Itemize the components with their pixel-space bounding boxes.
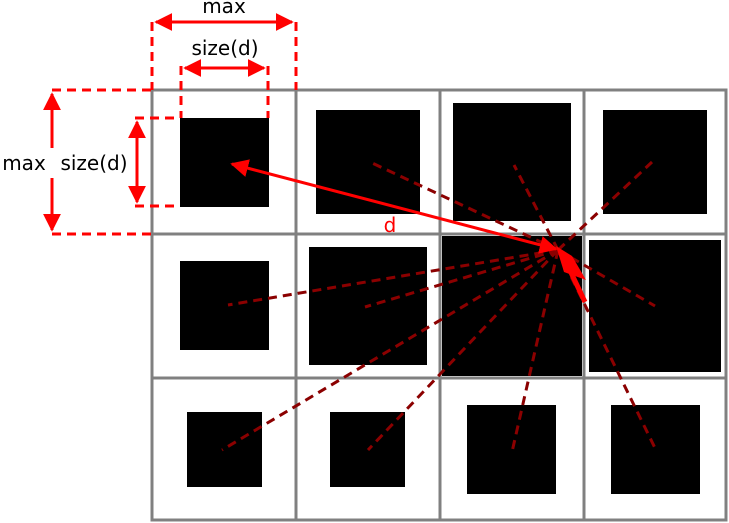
distance-d-arrow xyxy=(230,159,558,254)
square xyxy=(611,405,700,494)
ray xyxy=(366,248,560,452)
left-max-label: max xyxy=(2,151,46,175)
ray xyxy=(221,248,559,452)
ray xyxy=(364,248,559,309)
focal-arrowhead xyxy=(556,246,586,280)
ray xyxy=(227,248,559,307)
square xyxy=(187,412,262,487)
square xyxy=(180,118,269,207)
top-dimensions xyxy=(150,13,298,118)
square xyxy=(467,405,556,494)
square xyxy=(180,261,269,350)
ray xyxy=(557,248,656,308)
top-max-label: max xyxy=(202,0,246,18)
distance-label: d xyxy=(384,213,397,237)
ray xyxy=(510,249,560,453)
top-size-label: size(d) xyxy=(191,36,258,60)
grid xyxy=(150,88,728,522)
grid-cell xyxy=(582,376,728,522)
square xyxy=(603,110,707,214)
distance-arrows xyxy=(230,159,588,304)
left-size-label: size(d) xyxy=(60,151,127,175)
left-label-backdrop xyxy=(0,148,134,178)
square xyxy=(453,103,571,221)
ray xyxy=(556,160,654,252)
